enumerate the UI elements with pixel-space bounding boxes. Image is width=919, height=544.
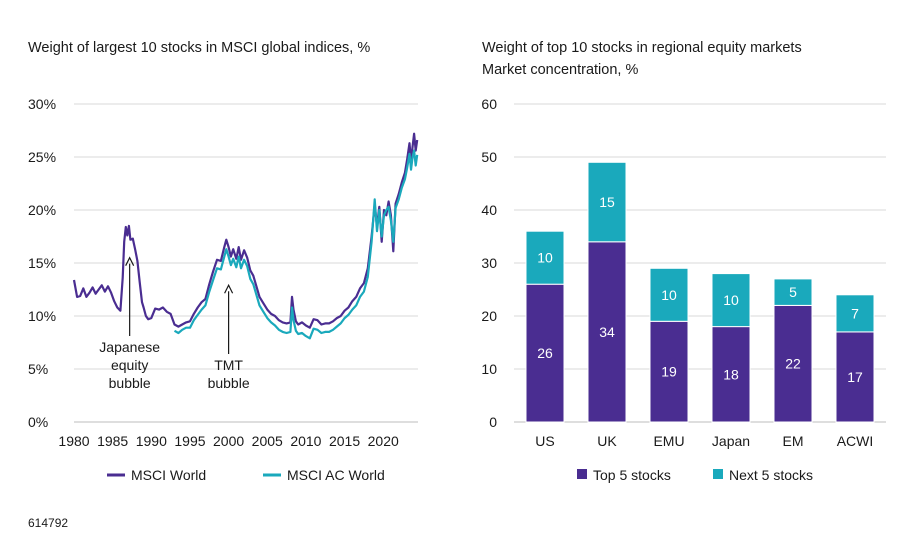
charts-canvas: 0% 5% 10% 15% 20% 25% 30% 1980 1985 1990 1995 2000 2… [28, 96, 886, 483]
bar-segment [649, 267, 689, 322]
bar-segment [525, 230, 565, 285]
annotation-label: bubble [208, 375, 250, 391]
line-chart-title: Weight of largest 10 stocks in MSCI glob… [28, 40, 371, 56]
y-tick-label: 50 [481, 149, 497, 165]
bar-segment [649, 320, 689, 423]
x-tick-label: 2000 [213, 433, 244, 449]
legend-label: MSCI AC World [287, 467, 385, 483]
series-line [72, 132, 419, 329]
y-tick-label: 25% [28, 149, 56, 165]
annotation-label: equity [111, 357, 148, 373]
bar-value-label: 19 [661, 364, 677, 380]
legend-swatch [713, 469, 723, 479]
bar-value-label: 10 [661, 287, 677, 303]
x-tick-label: Japan [712, 433, 750, 449]
bar-segment [773, 278, 813, 306]
x-tick-label: 1990 [136, 433, 167, 449]
bar-value-label: 34 [599, 324, 615, 340]
legend-label: Next 5 stocks [729, 467, 813, 483]
x-tick-label: 2020 [368, 433, 399, 449]
x-tick-label: 1980 [58, 433, 89, 449]
bar-value-label: 22 [785, 356, 801, 372]
annotation-label: Japanese [99, 339, 160, 355]
bar-segment [587, 161, 627, 243]
y-tick-label: 15% [28, 255, 56, 271]
bar-segment [835, 294, 875, 333]
y-tick-label: 10 [481, 361, 497, 377]
y-tick-label: 60 [481, 96, 497, 112]
bar-value-label: 15 [599, 194, 615, 210]
legend-swatch [577, 469, 587, 479]
x-tick-label: 1985 [97, 433, 128, 449]
annotation-arrow-head [224, 283, 234, 294]
annotation-label: bubble [109, 375, 151, 391]
bar-segment [711, 326, 751, 423]
bar-chart-subtitle: Market concentration, % [482, 62, 639, 78]
bar-value-label: 10 [537, 250, 553, 266]
bar-value-label: 7 [851, 305, 859, 321]
bar-chart-title: Weight of top 10 stocks in regional equi… [482, 40, 802, 56]
y-tick-label: 30 [481, 255, 497, 271]
x-tick-label: 2005 [252, 433, 283, 449]
series-line [173, 149, 419, 340]
bar-value-label: 5 [789, 284, 797, 300]
x-tick-label: US [535, 433, 554, 449]
y-tick-label: 0% [28, 414, 48, 430]
bar-segment [773, 304, 813, 423]
annotation-arrow-head [125, 256, 135, 266]
y-tick-label: 0 [489, 414, 497, 430]
bar-segment [587, 241, 627, 423]
y-tick-label: 20 [481, 308, 497, 324]
bar-value-label: 18 [723, 366, 739, 382]
x-tick-label: 2015 [329, 433, 360, 449]
y-tick-label: 40 [481, 202, 497, 218]
x-tick-label: EM [783, 433, 804, 449]
bar-segment [835, 331, 875, 423]
legend-label: Top 5 stocks [593, 467, 671, 483]
y-tick-label: 10% [28, 308, 56, 324]
y-tick-label: 5% [28, 361, 48, 377]
x-tick-label: 1995 [174, 433, 205, 449]
chart-id-footer: 614792 [28, 516, 69, 530]
x-tick-label: 2010 [290, 433, 321, 449]
bar-value-label: 10 [723, 292, 739, 308]
y-tick-label: 20% [28, 202, 56, 218]
x-tick-label: ACWI [837, 433, 874, 449]
annotation-label: TMT [214, 357, 243, 373]
bar-value-label: 26 [537, 345, 553, 361]
y-tick-label: 30% [28, 96, 56, 112]
bar-segment [711, 273, 751, 328]
legend-label: MSCI World [131, 467, 206, 483]
bar-chart-title-block: Weight of top 10 stocks in regional equi… [482, 37, 802, 81]
bar-value-label: 17 [847, 369, 863, 385]
x-tick-label: UK [597, 433, 617, 449]
x-tick-label: EMU [653, 433, 684, 449]
